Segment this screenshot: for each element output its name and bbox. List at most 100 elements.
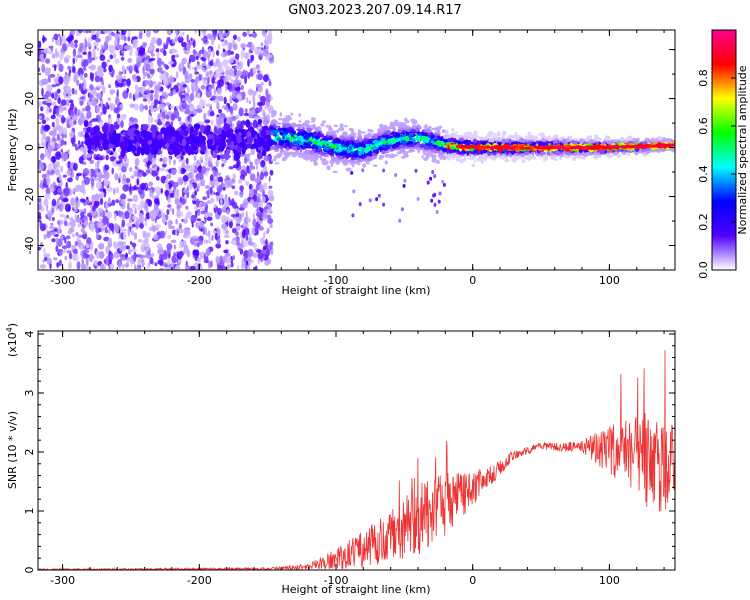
heatmap-cell — [83, 45, 87, 52]
heatmap-cell — [165, 120, 171, 127]
heatmap-cell — [48, 108, 53, 113]
heatmap-cell — [160, 188, 163, 194]
heatmap-cell — [64, 220, 68, 227]
heatmap-cell — [70, 110, 74, 116]
heatmap-cell — [157, 158, 161, 162]
heatmap-cell — [70, 40, 75, 49]
heatmap-cell — [194, 85, 199, 92]
heatmap-cell — [245, 97, 249, 104]
heatmap-cell — [128, 248, 132, 255]
heatmap-cell — [234, 98, 239, 103]
heatmap-cell — [140, 182, 147, 190]
spectrogram-cells — [38, 30, 675, 270]
heatmap-cell — [136, 61, 141, 68]
heatmap-cell — [59, 253, 62, 257]
heatmap-cell — [213, 88, 217, 96]
heatmap-cell — [171, 168, 177, 175]
heatmap-cell — [112, 242, 117, 248]
heatmap-cell — [226, 116, 233, 124]
heatmap-cell — [180, 31, 182, 39]
heatmap-cell — [193, 123, 201, 131]
heatmap-cell — [105, 209, 108, 213]
heatmap-cell — [256, 141, 263, 148]
heatmap-cell — [60, 99, 67, 106]
heatmap-cell — [135, 221, 139, 230]
heatmap-cell — [166, 246, 171, 254]
heatmap-cell — [98, 250, 105, 259]
heatmap-cell — [107, 97, 112, 101]
heatmap-cell — [176, 105, 181, 110]
heatmap-cell — [268, 195, 275, 202]
heatmap-cell — [151, 36, 157, 45]
heatmap-cell — [279, 112, 283, 117]
heatmap-cell — [94, 38, 101, 43]
heatmap-cell — [55, 47, 58, 57]
heatmap-cell — [118, 167, 122, 171]
heatmap-cell — [108, 180, 111, 186]
heatmap-cell — [48, 130, 54, 136]
heatmap-cell — [173, 109, 180, 119]
heatmap-cell — [41, 63, 46, 73]
heatmap-cell — [235, 216, 242, 225]
heatmap-cell — [204, 119, 211, 124]
heatmap-cell — [242, 201, 248, 206]
heatmap-cell — [262, 74, 269, 82]
heatmap-cell — [66, 170, 72, 176]
heatmap-cell — [110, 32, 116, 36]
heatmap-cell — [441, 129, 446, 133]
heatmap-cell — [195, 76, 199, 82]
heatmap-cell — [86, 196, 89, 200]
heatmap-cell — [189, 181, 192, 191]
heatmap-cell — [172, 208, 175, 215]
heatmap-cell — [194, 71, 200, 75]
heatmap-cell — [205, 103, 212, 107]
heatmap-cell — [252, 119, 258, 128]
heatmap-cell — [142, 65, 145, 75]
heatmap-cell — [217, 176, 223, 183]
heatmap-cell — [256, 206, 259, 214]
heatmap-cell — [159, 167, 166, 172]
heatmap-cell — [45, 176, 51, 186]
heatmap-cell — [38, 101, 42, 107]
heatmap-cell — [70, 137, 76, 144]
heatmap-cell — [200, 210, 204, 215]
heatmap-cell — [194, 205, 198, 211]
heatmap-cell — [42, 177, 47, 187]
heatmap-cell — [55, 83, 60, 87]
heatmap-cell — [182, 218, 188, 224]
heatmap-cell — [72, 66, 76, 74]
heatmap-cell — [110, 223, 114, 232]
heatmap-cell — [47, 152, 51, 160]
heatmap-cell — [132, 74, 137, 80]
heatmap-cell — [232, 255, 236, 261]
heatmap-cell — [121, 219, 126, 228]
heatmap-cell — [127, 198, 133, 202]
heatmap-cell — [208, 236, 212, 245]
heatmap-cell — [421, 155, 424, 159]
heatmap-cell — [47, 144, 53, 154]
heatmap-cell — [242, 31, 247, 37]
heatmap-cell — [222, 49, 226, 53]
heatmap-cell — [249, 199, 255, 205]
heatmap-cell — [125, 177, 131, 183]
heatmap-cell — [194, 190, 198, 196]
heatmap-cell — [138, 47, 146, 56]
heatmap-cell — [78, 234, 84, 238]
heatmap-cell — [68, 227, 75, 233]
heatmap-cell — [123, 75, 126, 79]
heatmap-cell — [169, 225, 176, 229]
heatmap-cell — [98, 242, 105, 250]
heatmap-cell — [173, 54, 180, 58]
heatmap-cell — [96, 160, 100, 169]
heatmap-cell — [127, 57, 133, 63]
heatmap-cell — [178, 156, 181, 163]
heatmap-cell — [246, 131, 252, 138]
heatmap-cell — [68, 252, 73, 260]
heatmap-cell — [254, 265, 258, 270]
heatmap-cell — [236, 70, 241, 77]
heatmap-cell — [72, 143, 77, 147]
heatmap-cell — [165, 102, 171, 106]
heatmap-cell — [142, 172, 147, 177]
heatmap-cell — [192, 49, 196, 55]
heatmap-cell — [231, 227, 237, 234]
